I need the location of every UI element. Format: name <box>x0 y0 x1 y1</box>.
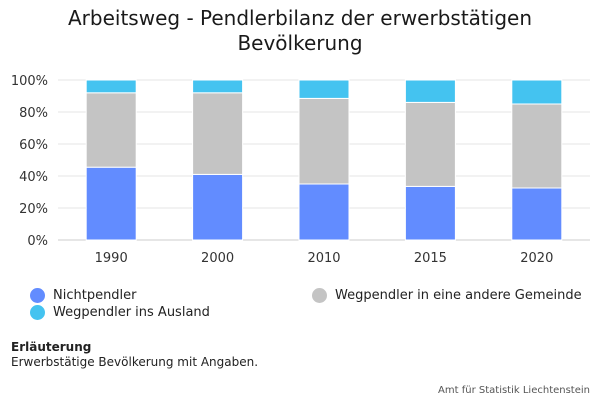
y-tick-label: 100% <box>11 74 48 89</box>
legend-swatch <box>312 287 327 303</box>
source-credit: Amt für Statistik Liechtenstein <box>438 385 590 396</box>
legend-swatch <box>30 304 45 320</box>
bar-segment-2010-s2[interactable] <box>298 79 350 99</box>
y-tick-label: 20% <box>19 202 48 217</box>
legend-label: Nichtpendler <box>53 287 137 303</box>
y-tick-label: 0% <box>27 234 48 249</box>
legend-item[interactable]: Wegpendler ins Ausland <box>30 302 210 322</box>
bar-segment-2020-s1[interactable] <box>511 103 563 189</box>
y-tick-label: 40% <box>19 170 48 185</box>
bar-segments <box>85 79 563 241</box>
bar-segment-2010-s1[interactable] <box>298 97 350 185</box>
bar-segment-2015-s0[interactable] <box>404 185 456 241</box>
bar-segment-2010-s0[interactable] <box>298 183 350 241</box>
x-tick-label: 2015 <box>414 251 447 266</box>
legend-label: Wegpendler ins Ausland <box>53 304 210 320</box>
bar-segment-2000-s0[interactable] <box>192 173 244 241</box>
bar-segment-2000-s1[interactable] <box>192 92 244 175</box>
note-heading: Erläuterung <box>11 340 92 354</box>
bar-segment-2015-s1[interactable] <box>404 101 456 187</box>
chart-title: Arbeitsweg - Pendlerbilanz der erwerbstä… <box>68 6 532 55</box>
legend-swatch <box>30 287 45 303</box>
bar-segment-1990-s2[interactable] <box>85 79 137 94</box>
x-tick-label: 2010 <box>307 251 340 266</box>
bar-segment-2020-s2[interactable] <box>511 79 563 105</box>
axis-tick-labels: 0% 20% 40% 60% 80% 100% 1990 2000 2010 2015 2020 <box>11 74 554 266</box>
y-tick-label: 80% <box>19 106 48 121</box>
legend-item[interactable]: Wegpendler in eine andere Gemeinde <box>312 285 582 305</box>
bar-segment-2020-s0[interactable] <box>511 187 563 241</box>
x-tick-label: 2000 <box>201 251 234 266</box>
x-tick-label: 2020 <box>520 251 553 266</box>
legend-label: Wegpendler in eine andere Gemeinde <box>335 287 582 303</box>
x-tick-label: 1990 <box>95 251 128 266</box>
bar-segment-2000-s2[interactable] <box>192 79 244 94</box>
bar-segment-1990-s1[interactable] <box>85 92 137 168</box>
note-text: Erwerbstätige Bevölkerung mit Angaben. <box>11 355 259 369</box>
bar-segment-1990-s0[interactable] <box>85 166 137 241</box>
y-tick-label: 60% <box>19 138 48 153</box>
legend-item[interactable]: Nichtpendler <box>30 285 137 305</box>
bar-segment-2015-s2[interactable] <box>404 79 456 103</box>
